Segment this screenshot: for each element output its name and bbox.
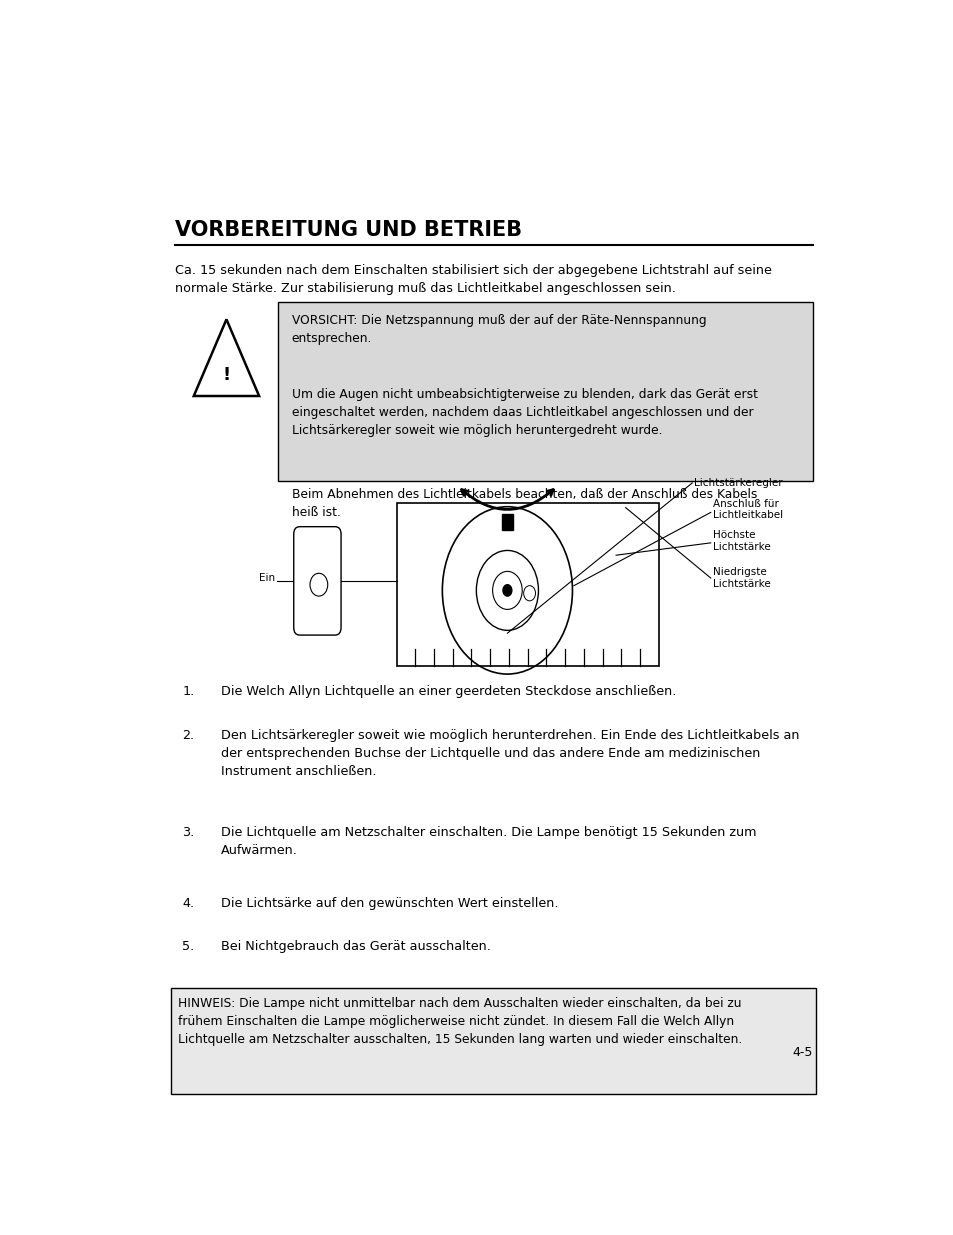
Text: 5.: 5. xyxy=(182,940,194,953)
Text: VORSICHT: Die Netzspannung muß der auf der Räte-Nennspannung
entsprechen.: VORSICHT: Die Netzspannung muß der auf d… xyxy=(292,314,705,345)
Text: Ca. 15 sekunden nach dem Einschalten stabilisiert sich der abgegebene Lichtstrah: Ca. 15 sekunden nach dem Einschalten sta… xyxy=(174,264,771,295)
Text: !: ! xyxy=(222,366,231,384)
Text: Die Lichtquelle am Netzschalter einschalten. Die Lampe benötigt 15 Sekunden zum
: Die Lichtquelle am Netzschalter einschal… xyxy=(220,826,755,857)
Text: Um die Augen nicht umbeabsichtigterweise zu blenden, dark das Gerät erst
eingesc: Um die Augen nicht umbeabsichtigterweise… xyxy=(292,388,757,437)
Text: Ein: Ein xyxy=(259,573,275,583)
Text: Die Welch Allyn Lichtquelle an einer geerdeten Steckdose anschließen.: Die Welch Allyn Lichtquelle an einer gee… xyxy=(220,685,676,699)
Text: Lichtstärkeregler: Lichtstärkeregler xyxy=(694,478,782,488)
Text: Bei Nichtgebrauch das Gerät ausschalten.: Bei Nichtgebrauch das Gerät ausschalten. xyxy=(220,940,490,953)
Text: 1.: 1. xyxy=(182,685,194,699)
Circle shape xyxy=(502,584,512,597)
Text: Höchste
Lichtstärke: Höchste Lichtstärke xyxy=(712,530,770,552)
Text: Niedrigste
Lichtstärke: Niedrigste Lichtstärke xyxy=(712,567,770,589)
Text: 2.: 2. xyxy=(182,729,194,742)
Polygon shape xyxy=(193,320,259,396)
Text: Die Lichtsärke auf den gewünschten Wert einstellen.: Die Lichtsärke auf den gewünschten Wert … xyxy=(220,897,558,910)
Text: Anschluß für
Lichtleitkabel: Anschluß für Lichtleitkabel xyxy=(712,499,782,520)
Text: Beim Abnehmen des Lichtleitkabels beachten, daß der Anschluß des Kabels
heiß ist: Beim Abnehmen des Lichtleitkabels beacht… xyxy=(292,488,756,519)
FancyBboxPatch shape xyxy=(278,303,812,482)
Text: VORBEREITUNG UND BETRIEB: VORBEREITUNG UND BETRIEB xyxy=(174,220,521,240)
FancyBboxPatch shape xyxy=(294,526,341,635)
Text: 3.: 3. xyxy=(182,826,194,840)
Bar xyxy=(501,514,512,531)
FancyBboxPatch shape xyxy=(171,988,816,1094)
Text: HINWEIS: Die Lampe nicht unmittelbar nach dem Ausschalten wieder einschalten, da: HINWEIS: Die Lampe nicht unmittelbar nac… xyxy=(178,998,741,1046)
Text: Den Lichtsärkeregler soweit wie moöglich herunterdrehen. Ein Ende des Lichtleitk: Den Lichtsärkeregler soweit wie moöglich… xyxy=(220,729,799,778)
Bar xyxy=(396,503,659,667)
Text: 4-5: 4-5 xyxy=(792,1046,812,1060)
Text: 4.: 4. xyxy=(182,897,194,910)
